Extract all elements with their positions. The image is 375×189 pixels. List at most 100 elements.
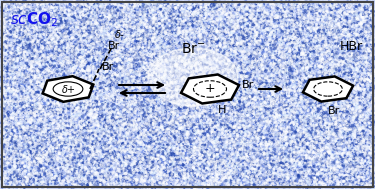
Point [223, 60, 229, 63]
Point [321, 52, 327, 55]
Point [223, 125, 229, 128]
Point [293, 170, 299, 173]
Point [205, 79, 211, 82]
Point [147, 121, 153, 124]
Point [289, 137, 295, 140]
Point [326, 124, 332, 127]
Point [214, 116, 220, 119]
Point [162, 11, 168, 14]
Point [301, 96, 307, 99]
Point [138, 39, 144, 42]
Point [19, 166, 25, 169]
Point [170, 88, 176, 91]
Point [51, 120, 57, 123]
Point [285, 139, 291, 142]
Point [53, 61, 58, 64]
Point [196, 18, 202, 21]
Point [176, 36, 181, 39]
Point [304, 71, 310, 74]
Point [283, 10, 289, 13]
Point [351, 116, 357, 119]
Point [338, 32, 344, 35]
Point [133, 142, 139, 145]
Point [27, 81, 33, 84]
Point [0, 84, 4, 88]
Point [137, 22, 143, 26]
Point [14, 56, 20, 59]
Point [195, 98, 201, 101]
Point [367, 35, 373, 38]
Point [158, 43, 164, 46]
Point [181, 186, 187, 189]
Point [288, 82, 294, 85]
Point [297, 20, 303, 23]
Point [132, 14, 138, 17]
Point [330, 179, 336, 182]
Point [62, 128, 68, 131]
Point [65, 119, 71, 122]
Point [368, 53, 374, 56]
Point [78, 43, 84, 46]
Point [228, 139, 234, 142]
Point [158, 173, 164, 176]
Point [80, 136, 86, 139]
Point [224, 14, 230, 17]
Point [329, 143, 335, 146]
Point [269, 59, 275, 62]
Point [198, 131, 204, 134]
Point [335, 158, 341, 161]
Point [43, 44, 49, 47]
Point [350, 77, 356, 80]
Point [360, 174, 366, 177]
Point [192, 50, 198, 53]
Point [232, 115, 238, 118]
Point [319, 15, 325, 18]
Point [52, 29, 58, 32]
Point [85, 60, 91, 63]
Point [118, 108, 124, 111]
Point [261, 2, 267, 5]
Point [246, 81, 252, 84]
Point [202, 86, 208, 89]
Point [202, 103, 208, 106]
Point [159, 84, 165, 87]
Point [163, 106, 169, 109]
Point [131, 106, 137, 109]
Point [346, 84, 352, 88]
Point [15, 130, 21, 133]
Point [363, 138, 369, 141]
Point [199, 90, 205, 93]
Point [71, 7, 77, 10]
Point [78, 121, 84, 124]
Point [95, 11, 101, 14]
Point [158, 92, 164, 95]
Point [112, 23, 118, 26]
Point [264, 80, 270, 83]
Point [302, 121, 307, 124]
Point [289, 68, 295, 71]
Point [315, 99, 321, 102]
Point [278, 91, 284, 94]
Point [0, 158, 4, 161]
Point [215, 28, 221, 31]
Point [308, 135, 314, 138]
Point [155, 169, 161, 172]
Point [72, 19, 78, 22]
Point [120, 142, 126, 145]
Point [160, 62, 166, 65]
Point [63, 174, 69, 177]
Point [51, 24, 57, 27]
Point [95, 107, 101, 110]
Point [284, 28, 290, 31]
Point [228, 97, 234, 100]
Point [273, 64, 279, 67]
Point [202, 133, 208, 136]
Point [362, 48, 368, 51]
Point [188, 115, 194, 118]
Point [57, 27, 63, 30]
Point [210, 1, 216, 4]
Point [350, 30, 356, 33]
Point [341, 67, 347, 70]
Point [123, 124, 129, 127]
Point [83, 93, 89, 96]
